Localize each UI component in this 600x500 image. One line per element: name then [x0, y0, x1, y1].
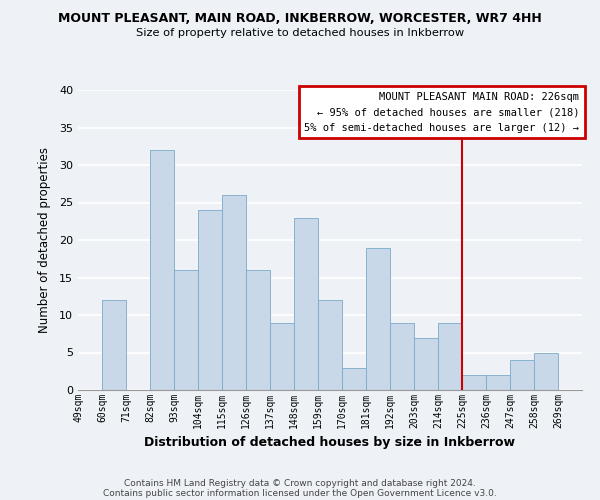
Bar: [510, 360, 534, 390]
Bar: [342, 368, 366, 390]
Y-axis label: Number of detached properties: Number of detached properties: [38, 147, 50, 333]
Bar: [174, 270, 198, 390]
Text: Contains HM Land Registry data © Crown copyright and database right 2024.: Contains HM Land Registry data © Crown c…: [124, 478, 476, 488]
Bar: [102, 300, 126, 390]
X-axis label: Distribution of detached houses by size in Inkberrow: Distribution of detached houses by size …: [145, 436, 515, 450]
Bar: [390, 322, 414, 390]
Bar: [270, 322, 294, 390]
Text: Size of property relative to detached houses in Inkberrow: Size of property relative to detached ho…: [136, 28, 464, 38]
Bar: [150, 150, 174, 390]
Bar: [462, 375, 486, 390]
Bar: [222, 195, 246, 390]
Text: MOUNT PLEASANT MAIN ROAD: 226sqm
← 95% of detached houses are smaller (218)
5% o: MOUNT PLEASANT MAIN ROAD: 226sqm ← 95% o…: [304, 92, 580, 132]
Bar: [318, 300, 342, 390]
Bar: [486, 375, 510, 390]
Bar: [294, 218, 318, 390]
Bar: [366, 248, 390, 390]
Bar: [534, 352, 558, 390]
Bar: [438, 322, 462, 390]
Text: Contains public sector information licensed under the Open Government Licence v3: Contains public sector information licen…: [103, 488, 497, 498]
Bar: [414, 338, 438, 390]
Text: MOUNT PLEASANT, MAIN ROAD, INKBERROW, WORCESTER, WR7 4HH: MOUNT PLEASANT, MAIN ROAD, INKBERROW, WO…: [58, 12, 542, 26]
Bar: [198, 210, 222, 390]
Bar: [246, 270, 270, 390]
